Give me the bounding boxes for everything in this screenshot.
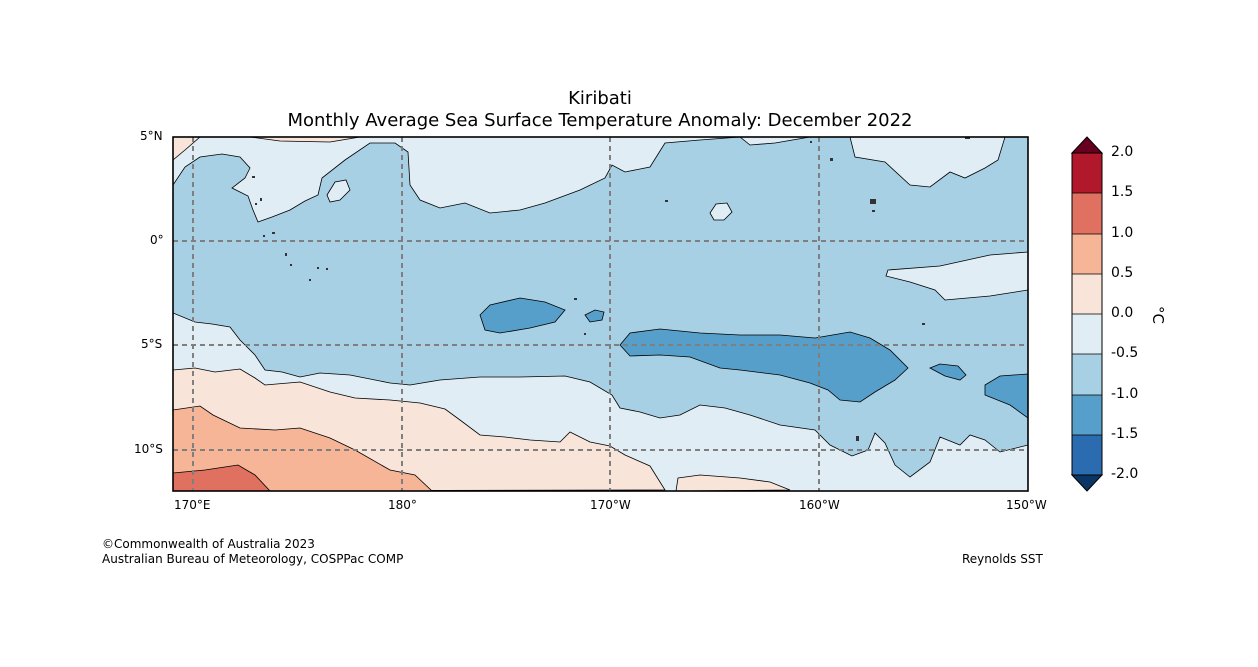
colorbar-label-0.5: 0.5 (1111, 265, 1134, 281)
y-tick-5n: 5°N (140, 129, 163, 143)
colorbar-label-1.0: 1.0 (1111, 225, 1134, 241)
graticule (173, 137, 1028, 491)
y-tick-10s: 10°S (134, 442, 163, 456)
colorbar-unit: °C (1149, 306, 1167, 324)
colorbar-label-minus-1.5: -1.5 (1111, 426, 1139, 442)
map-frame (172, 136, 1029, 492)
y-tick-5s: 5°S (141, 337, 163, 351)
colorbar-label-1.5: 1.5 (1111, 184, 1134, 200)
islands (252, 137, 970, 441)
footer-left: ©Commonwealth of Australia 2023 Australi… (102, 537, 403, 567)
x-tick-170w: 170°W (590, 498, 631, 512)
credit-text: Australian Bureau of Meteorology, COSPPa… (102, 552, 404, 566)
x-tick-150w: 150°W (1006, 498, 1047, 512)
copyright-text: ©Commonwealth of Australia 2023 (102, 537, 315, 551)
map-subtitle: Monthly Average Sea Surface Temperature … (287, 110, 913, 131)
region-1.0-to-1.5 (173, 464, 271, 491)
source-text: Reynolds SST (962, 552, 1043, 566)
colorbar-label-minus-1.0: -1.0 (1111, 386, 1139, 402)
region-0.0-to-0.5-north (173, 137, 201, 161)
region-minus-1.0-to-minus-0.5 (173, 137, 1028, 478)
colorbar-min-arrow (1070, 474, 1104, 492)
colorbar-label-minus-0.5: -0.5 (1111, 345, 1139, 361)
map-title: Kiribati (568, 88, 632, 109)
x-tick-170e: 170°E (174, 498, 211, 512)
region-minus-1.5-to-minus-1.0 (479, 297, 566, 334)
colorbar-label-minus-2.0: -2.0 (1111, 466, 1139, 482)
y-tick-0: 0° (150, 233, 164, 247)
colorbar-label-2.0: 2.0 (1111, 144, 1134, 160)
colorbar-max-arrow (1070, 136, 1104, 154)
x-tick-160w: 160°W (799, 498, 840, 512)
x-tick-180: 180° (388, 498, 417, 512)
colorbar (1070, 136, 1104, 492)
anomaly-contours (173, 137, 1028, 491)
colorbar-label-0.0: 0.0 (1111, 305, 1134, 321)
